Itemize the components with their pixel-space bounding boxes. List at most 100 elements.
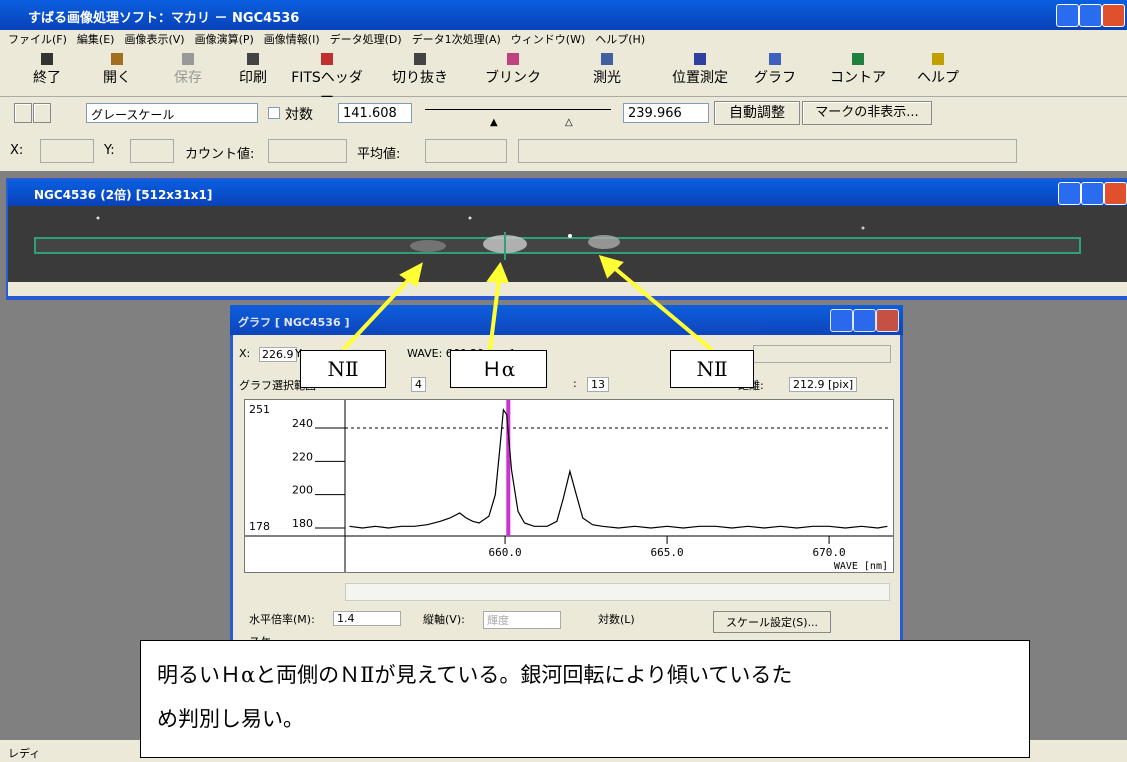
spectrum-image [8,206,1127,282]
toolbar-button[interactable]: 測光 [565,50,649,94]
slider-min[interactable]: ▲ [490,117,498,128]
toolbar-label: グラフ [733,67,817,87]
maximize[interactable] [853,309,876,332]
toolbar-button[interactable]: 位置測定 [658,50,742,94]
toolbar-button[interactable]: 切り抜き [378,50,462,94]
image-scrollbar[interactable] [8,282,1127,296]
menu-item[interactable]: 編集(E) [77,31,115,47]
x-tick-label: 665.0 [651,546,684,559]
toolbar-label: 印刷 [211,67,295,87]
toolbar-icon [247,53,259,65]
mean-field [425,139,507,163]
range-item: 13 [587,377,609,392]
count-field [268,139,347,163]
minimize[interactable] [1056,4,1079,27]
log-checkbox[interactable] [268,107,280,119]
toolbar-button[interactable]: 印刷 [211,50,295,94]
annotation: NⅡ [300,350,386,388]
toolbar-button[interactable]: ヘルプ [896,50,980,94]
toolbar-icon [414,53,426,65]
scrollbar[interactable] [345,583,890,601]
spectrum-line [350,410,888,528]
caption-box: 明るいＨαと両側のＮⅡが見えている。銀河回転により傾いているた め判別し易い。 [140,640,1030,758]
max-value: 239.966 [628,106,682,121]
control-axis-label: 縦軸(V): [423,611,465,627]
x-tick-label: 660.0 [489,546,522,559]
toolbar-icon [601,53,613,65]
slider-max[interactable]: △ [565,117,573,128]
min-label: 178 [249,520,270,533]
caption-line: 明るいＨαと両側のＮⅡが見えている。銀河回転により傾いているた [157,659,792,689]
toolbar-button[interactable]: ブリンク [471,50,555,94]
x-field [40,139,94,163]
close[interactable] [1104,182,1127,205]
toolbar-label: ヘルプ [896,67,980,87]
colormap-select[interactable]: グレースケール [86,103,258,123]
status-row: X: Y: カウント値: 平均値: [0,129,1127,171]
toolbar-icon [41,53,53,65]
control-settings[interactable]: スケール設定(S)... [713,611,831,633]
title-bar: すばる画像処理ソフト：マカリ － NGC4536 [0,0,1127,30]
x-axis-label: WAVE [nm] [834,561,888,572]
toolbar-button[interactable]: グラフ [733,50,817,94]
readout: 226.9 [259,347,297,362]
image-title: NGC4536 (2倍) [512x31x1] [34,186,212,203]
page: {"window":{"title":"すばる画像処理ソフト：マカリ － NGC… [0,0,1127,762]
control-axis: 輝度 [483,611,561,629]
toolbar-label: コントア [816,67,900,87]
x-tick-label: 670.0 [813,546,846,559]
toolbar-icon [507,53,519,65]
close[interactable] [876,309,899,332]
range-item: 212.9 [pix] [789,377,857,392]
menu-item[interactable]: ファイル(F) [8,31,67,47]
minimize[interactable] [1058,182,1081,205]
toolbar-icon [321,53,333,65]
count-label: カウント値: [185,143,254,162]
auto-button[interactable]: 自動調整 [714,101,800,125]
close[interactable] [1102,4,1125,27]
slider-track [425,109,611,110]
menu-item[interactable]: ヘルプ(H) [595,31,645,47]
readout-field [753,345,891,363]
minimize[interactable] [830,309,853,332]
readout: X: [239,347,250,360]
menu-item[interactable]: 画像演算(P) [195,31,254,47]
status-text: レディ [8,745,40,761]
toolbar-label: 測光 [565,67,649,87]
zoom-in[interactable] [14,103,32,123]
maximize[interactable] [1079,4,1102,27]
caption-line: め判別し易い。 [157,703,304,733]
control-log: 対数(L) [598,611,635,627]
log-label: 対数 [285,104,313,124]
toolbar-label: 位置測定 [658,67,742,87]
min-field[interactable]: 141.608 [338,103,412,123]
toolbar-icon [769,53,781,65]
max-field[interactable]: 239.966 [623,103,709,123]
control-scale-label: 水平倍率(M): [249,611,315,627]
range-item: : [573,377,577,390]
image-window: NGC4536 (2倍) [512x31x1] [6,178,1127,300]
toolbar-button[interactable]: コントア [816,50,900,94]
toolbar-label: 切り抜き [378,67,462,87]
y-tick-label: 220 [292,450,313,463]
control-scale: 1.4 [333,611,401,626]
mean-label: 平均値: [357,143,400,162]
graph-title: グラフ [ NGC4536 ] [238,314,349,330]
menu-item[interactable]: データ処理(D) [330,31,402,47]
graph-title-bar: グラフ [ NGC4536 ] [230,305,903,335]
zoom-out[interactable] [33,103,51,123]
y-tick-label: 200 [292,484,313,497]
menu-item[interactable]: 画像情報(I) [264,31,320,47]
menu-item[interactable]: データ1次処理(A) [412,31,501,47]
hide-marks-button[interactable]: マークの非表示... [802,101,932,125]
toolbar-button[interactable]: FITSヘッダー [285,50,369,94]
menu-item[interactable]: 画像表示(V) [124,31,184,47]
y-tick-label: 240 [292,417,313,430]
control-row: グレースケール 対数 141.608 ▲ △ 239.966 自動調整 マークの… [0,97,1127,129]
menu-item[interactable]: ウィンドウ(W) [511,31,585,47]
toolbar-icon [852,53,864,65]
maximize[interactable] [1081,182,1104,205]
toolbar: 終了開く保存印刷FITSヘッダー切り抜きブリンク測光位置測定グラフコントアヘルプ [0,48,1127,97]
toolbar-icon [182,53,194,65]
